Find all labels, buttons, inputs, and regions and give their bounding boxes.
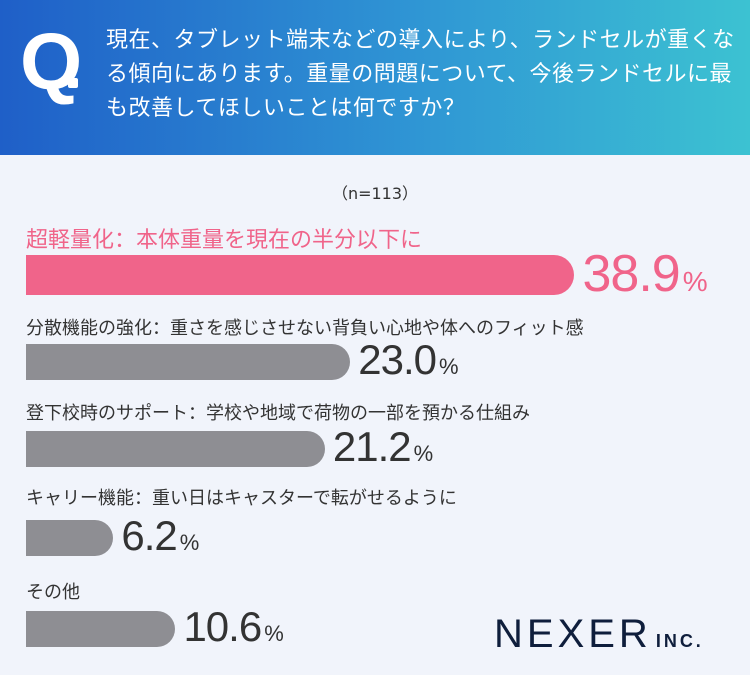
question-text: 現在、タブレット端末などの導入により、ランドセルが重くなる傾向にあります。重量の… xyxy=(106,28,735,121)
category-label: 超軽量化：本体重量を現在の半分以下に xyxy=(26,228,423,253)
value-number: 38.9 xyxy=(582,245,680,303)
q-mark: Q xyxy=(20,17,82,106)
logo-main: NEXER xyxy=(494,612,652,656)
q-dot xyxy=(68,78,78,88)
category-label: キャリー機能：重い日はキャスターで転がせるように xyxy=(26,488,457,509)
value-number: 23.0 xyxy=(358,336,437,383)
question-header: Q 現在、タブレット端末などの導入により、ランドセルが重くなる傾向にあります。重… xyxy=(0,0,750,155)
bar xyxy=(26,431,325,467)
logo-sub: INC. xyxy=(655,631,704,651)
sample-size: （n=113） xyxy=(331,184,419,203)
value-label: 6.2% xyxy=(121,514,199,558)
value-unit: % xyxy=(179,530,200,555)
value-label: 10.6% xyxy=(183,605,283,649)
bar xyxy=(26,520,114,556)
value-number: 6.2 xyxy=(121,512,177,559)
bar xyxy=(26,344,351,380)
value-number: 21.2 xyxy=(332,423,412,470)
value-label: 38.9% xyxy=(582,247,707,301)
category-label: 分散機能の強化：重さを感じさせない背負い心地や体へのフィット感 xyxy=(26,318,584,339)
value-unit: % xyxy=(264,621,284,646)
value-label: 21.2% xyxy=(333,425,433,469)
value-unit: % xyxy=(682,266,708,297)
nexer-logo: NEXER INC. xyxy=(494,612,704,657)
bar xyxy=(26,255,575,295)
category-label: 登下校時のサポート：学校や地域で荷物の一部を預かる仕組み xyxy=(26,403,530,424)
value-unit: % xyxy=(439,354,459,379)
value-label: 23.0% xyxy=(358,338,458,382)
value-number: 10.6 xyxy=(183,603,262,650)
category-label: その他 xyxy=(26,582,80,603)
value-unit: % xyxy=(413,441,434,466)
bar xyxy=(26,611,176,647)
